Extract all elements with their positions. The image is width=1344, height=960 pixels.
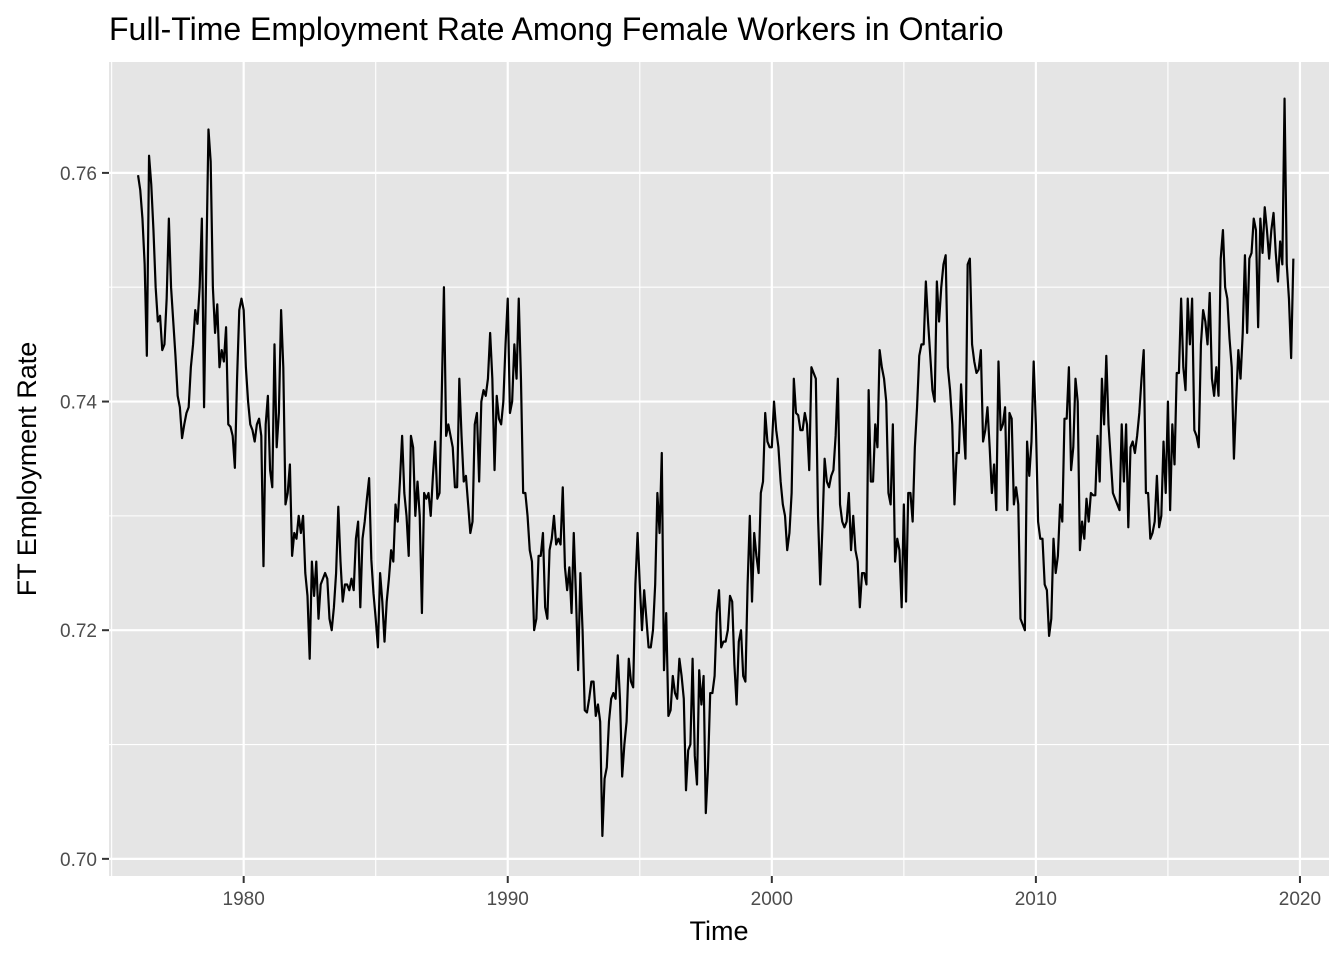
series-layer [136,97,1295,838]
y-tick-labels: 0.70 0.72 0.74 0.76 [60,164,97,871]
x-tick-label: 2010 [1015,889,1057,910]
y-tick-label: 0.70 [60,850,97,871]
x-tick-label: 2000 [751,889,793,910]
major-gridlines [109,62,1329,876]
y-tick-label: 0.74 [60,393,97,414]
x-axis-title: Time [690,916,749,946]
panel-background [109,62,1329,876]
x-tick-label: 1990 [487,889,529,910]
y-axis-title: FT Employment Rate [12,342,42,597]
chart-title: Full-Time Employment Rate Among Female W… [109,11,1004,47]
minor-gridlines [109,62,1329,876]
y-tick-label: 0.72 [60,621,97,642]
axis-ticks [102,171,1301,883]
x-tick-label: 1980 [223,889,265,910]
series-line [136,97,1295,838]
x-tick-label: 2020 [1279,889,1321,910]
x-tick-labels: 1980 1990 2000 2010 2020 [223,889,1322,910]
y-tick-label: 0.76 [60,164,97,185]
